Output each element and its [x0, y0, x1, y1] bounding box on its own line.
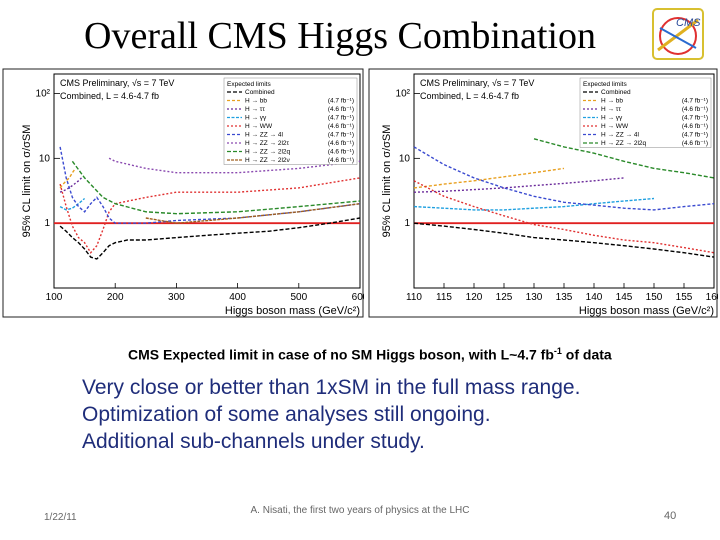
legend-lumi: (4.6 fb⁻¹): [682, 140, 708, 147]
legend-lumi: (4.6 fb⁻¹): [682, 106, 708, 113]
footer-date: 1/22/11: [44, 512, 77, 523]
x-tick-label: 160: [706, 292, 718, 303]
legend-label: H → γγ: [245, 115, 267, 122]
limit-plot-full-range: 100 200 300 400 500 600 1 10 10² Higgs boson mass…: [2, 68, 364, 318]
x-tick-label: 150: [646, 292, 663, 303]
legend-label: H → γγ: [601, 115, 623, 122]
legend-lumi: (4.6 fb⁻¹): [328, 106, 354, 113]
legend-lumi: (4.6 fb⁻¹): [328, 157, 354, 164]
legend-label: H → bb: [601, 98, 623, 105]
legend-label: H → ZZ → 4l: [245, 132, 283, 139]
bullet-item: Additional sub-channels under study.: [82, 430, 425, 453]
chart-title: CMS Preliminary, √s = 7 TeV: [420, 78, 534, 88]
legend-label: H → bb: [245, 98, 267, 105]
legend-title: Expected limits: [227, 81, 271, 88]
legend-label: H → ZZ → 2l2q: [245, 149, 291, 156]
legend-title: Expected limits: [583, 81, 627, 88]
series-line-3: [59, 197, 86, 211]
x-tick-label: 600: [352, 292, 364, 303]
plot-caption: CMS Expected limit in case of no SM Higg…: [128, 346, 612, 363]
series-line-5: [413, 146, 715, 211]
y-tick-label: 10: [39, 153, 51, 164]
series-line-0: [59, 217, 361, 260]
x-tick-label: 120: [466, 292, 483, 303]
x-axis-label: Higgs boson mass (GeV/c²): [579, 305, 714, 317]
y-axis-label: 95% CL limit on σ/σSM: [381, 125, 393, 238]
y-tick-label: 1: [44, 218, 50, 229]
x-tick-label: 300: [168, 292, 185, 303]
legend-label: Combined: [601, 89, 631, 96]
page-number: 40: [664, 510, 677, 522]
legend-box: [579, 77, 712, 148]
legend-label: H → WW: [601, 123, 629, 130]
legend-label: Combined: [245, 89, 275, 96]
series-line-4: [59, 177, 361, 254]
y-axis-label: 95% CL limit on σ/σSM: [21, 125, 33, 238]
legend-lumi: (4.7 fb⁻¹): [682, 98, 708, 105]
x-axis-label: Higgs boson mass (GeV/c²): [225, 305, 360, 317]
cms-logo-icon: CMS: [652, 8, 704, 60]
series-line-8: [145, 203, 361, 224]
legend-box: [223, 77, 358, 165]
chart-title: CMS Preliminary, √s = 7 TeV: [60, 78, 174, 88]
x-tick-label: 140: [586, 292, 603, 303]
legend-lumi: (4.6 fb⁻¹): [328, 140, 354, 147]
x-tick-label: 110: [406, 292, 422, 303]
legend-label: H → ττ: [601, 106, 621, 113]
legend-lumi: (4.7 fb⁻¹): [328, 115, 354, 122]
limit-plot-full-range-svg: 100 200 300 400 500 600 1 10 10² Higgs boson mass…: [2, 68, 364, 318]
footer-author: A. Nisati, the first two years of physic…: [250, 505, 470, 516]
series-line-1: [59, 167, 76, 189]
series-line-7: [71, 160, 361, 215]
slide-title: Overall CMS Higgs Combination: [84, 15, 596, 57]
chart-subtitle: Combined, L = 4.6-4.7 fb: [60, 91, 159, 101]
x-tick-label: 125: [496, 292, 513, 303]
bullet-list: Very close or better than 1xSM in the fu…: [82, 374, 580, 455]
series-line-2: [413, 177, 625, 193]
series-line-6: [108, 157, 361, 174]
legend-lumi: (4.6 fb⁻¹): [682, 123, 708, 130]
legend-lumi: (4.7 fb⁻¹): [682, 115, 708, 122]
limit-plot-low-mass-svg: 11011512012513013514014515015516011010²H…: [368, 68, 718, 318]
y-tick-label: 10: [399, 153, 411, 164]
x-tick-label: 500: [290, 292, 307, 303]
y-tick-label: 10²: [396, 89, 411, 100]
series-line-6: [533, 138, 715, 179]
legend-lumi: (4.7 fb⁻¹): [682, 132, 708, 139]
y-tick-label: 10²: [36, 89, 51, 100]
x-tick-label: 115: [436, 292, 452, 303]
legend-lumi: (4.6 fb⁻¹): [328, 123, 354, 130]
bullet-item: Very close or better than 1xSM in the fu…: [82, 376, 581, 399]
legend-label: H → ZZ → 2l2τ: [245, 140, 290, 147]
series-line-0: [413, 222, 715, 258]
legend-label: H → ττ: [245, 106, 265, 113]
x-tick-label: 135: [556, 292, 573, 303]
legend-label: H → ZZ → 2l2ν: [245, 157, 290, 164]
x-tick-label: 100: [46, 292, 63, 303]
x-tick-label: 145: [616, 292, 633, 303]
svg-text:CMS: CMS: [676, 17, 701, 29]
legend-lumi: (4.6 fb⁻¹): [328, 149, 354, 156]
legend-lumi: (4.7 fb⁻¹): [328, 132, 354, 139]
chart-subtitle: Combined, L = 4.6-4.7 fb: [420, 91, 519, 101]
series-line-2: [59, 177, 82, 193]
legend-label: H → ZZ → 4l: [601, 132, 639, 139]
x-tick-label: 400: [229, 292, 246, 303]
series-line-1: [413, 167, 565, 189]
x-tick-label: 130: [526, 292, 543, 303]
legend-lumi: (4.7 fb⁻¹): [328, 98, 354, 105]
legend-label: H → ZZ → 2l2q: [601, 140, 647, 147]
x-tick-label: 200: [107, 292, 124, 303]
series-line-5: [59, 146, 361, 224]
bullet-item: Optimization of some analyses still ongo…: [82, 403, 491, 426]
series-line-3: [413, 197, 655, 211]
legend-label: H → WW: [245, 123, 273, 130]
limit-plot-low-mass: 11011512012513013514014515015516011010²H…: [368, 68, 718, 318]
y-tick-label: 1: [404, 218, 410, 229]
x-tick-label: 155: [676, 292, 693, 303]
